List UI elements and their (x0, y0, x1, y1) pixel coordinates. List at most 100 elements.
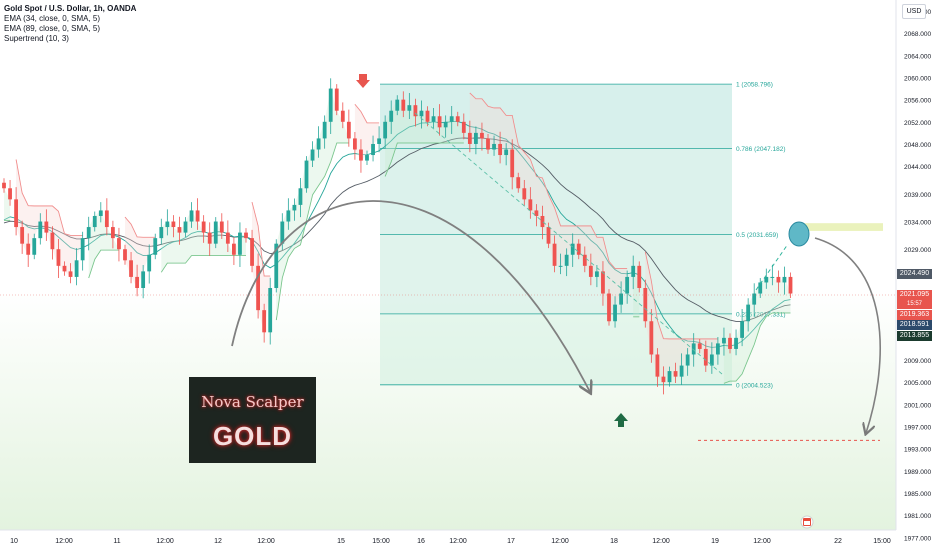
candle (104, 198, 109, 236)
projection-arc-arrow (231, 200, 590, 392)
candle-body (62, 265, 67, 272)
candle-body (552, 243, 557, 266)
indicator-ema-34[interactable]: EMA (34, close, 0, SMA, 5) (4, 14, 101, 23)
candle (38, 213, 43, 245)
candle-body (740, 321, 744, 338)
candle-body (225, 232, 230, 244)
candle (419, 100, 424, 129)
candle-body (14, 199, 18, 228)
candle (655, 348, 660, 387)
price-tick-label: 1985.000 (904, 491, 931, 498)
candle (371, 135, 375, 162)
candle (449, 106, 454, 134)
candle-body (111, 227, 115, 239)
candle (310, 141, 315, 167)
candle (123, 244, 127, 265)
candle-body (104, 210, 109, 228)
candle-body (679, 365, 684, 377)
time-tick-label: 19 (711, 538, 719, 545)
price-tick-label: 1977.000 (904, 535, 931, 542)
fib-level-label: 0 (2004.523) (736, 382, 773, 389)
candle (480, 122, 484, 151)
candle-body (564, 254, 569, 266)
candle-body (486, 138, 490, 150)
candle-body (44, 221, 49, 233)
candle (98, 202, 103, 223)
candle-body (159, 227, 164, 239)
nova-scalper-logo: Nova Scalper GOLD (189, 377, 316, 463)
candle (129, 251, 133, 284)
candle (667, 366, 672, 387)
time-tick-label: 15:00 (873, 538, 891, 545)
candle (262, 303, 267, 343)
time-tick-label: 12:00 (55, 538, 73, 545)
indicator-ema-89[interactable]: EMA (89, close, 0, SMA, 5) (4, 24, 101, 33)
candle (649, 309, 654, 363)
calendar-icon (800, 515, 814, 529)
candle (746, 298, 751, 332)
candle-body (480, 132, 484, 139)
time-tick-label: 12:00 (652, 538, 670, 545)
chart-symbol-title: Gold Spot / U.S. Dollar, 1h, OANDA (4, 4, 137, 13)
candle-body (697, 343, 702, 349)
candle-body (129, 260, 133, 277)
candle (455, 111, 460, 127)
candle-body (334, 88, 339, 111)
candle-body (546, 227, 551, 244)
candle (389, 100, 394, 134)
time-tick-label: 18 (610, 538, 618, 545)
candle (558, 253, 563, 275)
candle-body (443, 121, 448, 128)
time-tick-label: 11 (113, 538, 120, 545)
drawings[interactable] (0, 74, 896, 441)
candle (44, 209, 49, 241)
candle-body (413, 105, 418, 117)
candle (703, 340, 708, 372)
price-tick-label: 2060.000 (904, 75, 931, 82)
candle-body (346, 121, 351, 139)
candle-body (649, 321, 654, 355)
candle (316, 126, 321, 158)
candle-body (431, 116, 436, 122)
candle-body (26, 243, 31, 255)
candle (171, 215, 176, 238)
candle (250, 229, 254, 273)
time-axis[interactable]: 10 12:00 11 12:00 12 12:00 15 15:00 16 12:00 17 12:… (0, 515, 896, 545)
candle (474, 126, 478, 155)
overlay-lines (3, 88, 791, 384)
indicator-supertrend[interactable]: Supertrend (10, 3) (4, 34, 69, 43)
candle (238, 222, 242, 267)
candle-body (716, 343, 720, 355)
candle-body (2, 182, 6, 189)
candle-body (522, 188, 527, 200)
candle-body (189, 210, 194, 222)
candle-body (582, 254, 587, 266)
candle-body (407, 105, 412, 111)
candle (631, 255, 636, 290)
candle-body (570, 243, 575, 255)
candle-body (328, 88, 333, 122)
candle (159, 218, 164, 245)
currency-button[interactable]: USD (902, 4, 926, 19)
supertrend-fill (385, 99, 464, 177)
candle (401, 91, 406, 118)
price-tick-label: 1997.000 (904, 425, 931, 432)
supertrend-fill (723, 276, 791, 384)
lower-band-badge: 2013.855 (897, 331, 932, 341)
candle (752, 283, 757, 317)
time-tick-label: 22 (834, 538, 842, 545)
candlesticks (2, 78, 793, 395)
candle-body (232, 243, 236, 255)
price-tick-label: 2005.000 (904, 380, 931, 387)
candle (244, 228, 248, 243)
candle-body (467, 132, 472, 144)
candle (74, 248, 79, 286)
candle (147, 244, 152, 284)
candle (697, 338, 702, 354)
candle-body (788, 276, 793, 294)
time-tick-label: 15:00 (372, 538, 390, 545)
candle (183, 217, 188, 238)
candle-body (359, 149, 363, 161)
price-tick-label: 2068.000 (904, 31, 931, 38)
